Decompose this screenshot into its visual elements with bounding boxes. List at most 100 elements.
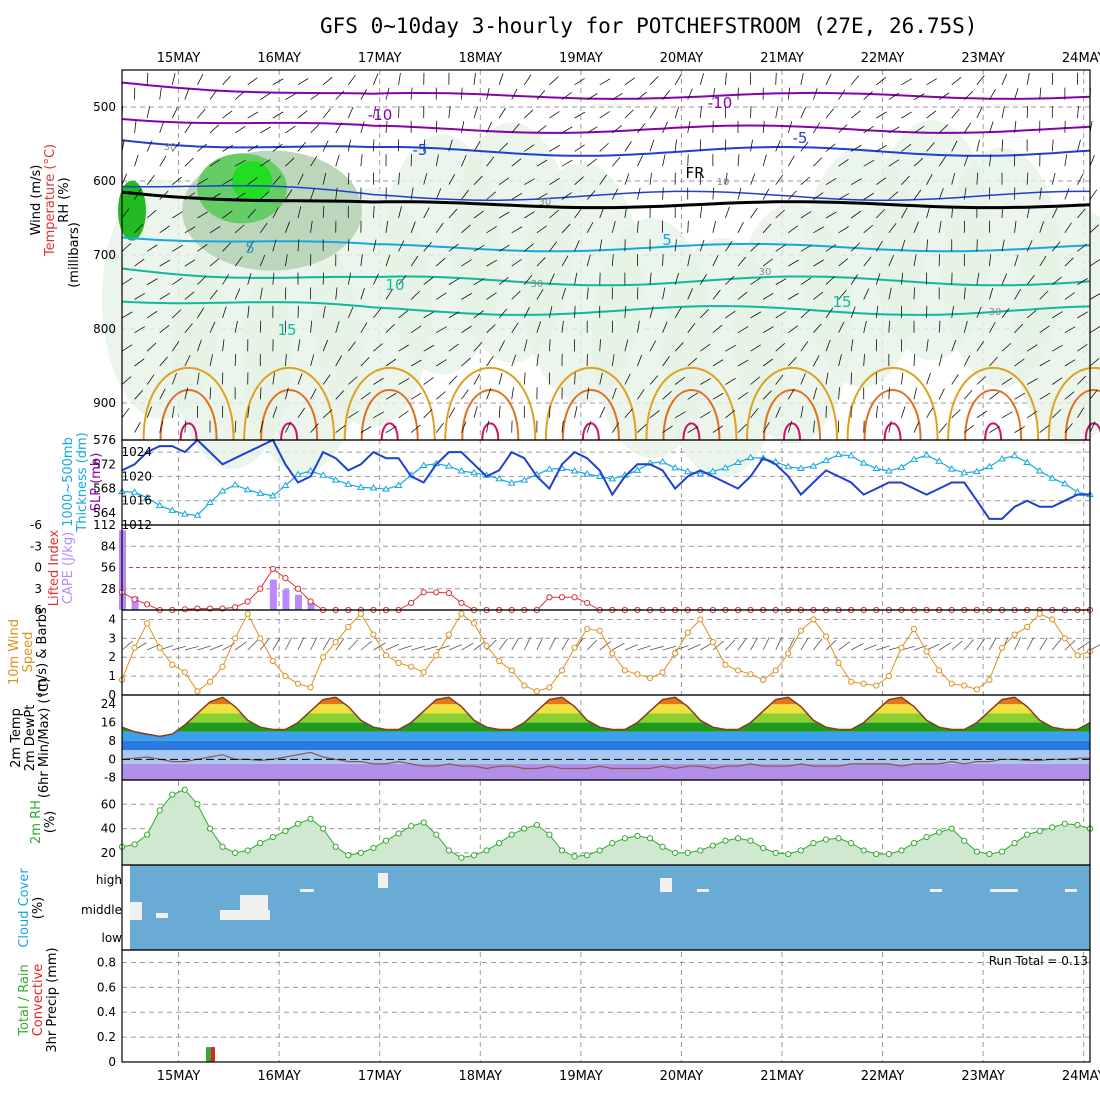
wind-barb	[536, 90, 546, 100]
wind10m-barb	[838, 641, 851, 651]
wind-barb	[737, 423, 747, 433]
pressure-tick: 700	[93, 248, 116, 262]
wind-barb	[1077, 208, 1086, 219]
contour-label: 15	[832, 293, 851, 311]
wind-barb	[335, 122, 343, 134]
wind-barb	[787, 420, 793, 433]
thickness-line-point	[545, 465, 554, 472]
wind-barb	[536, 321, 542, 333]
wind10m-line-point	[521, 682, 528, 689]
wind-barb	[398, 378, 410, 385]
cape-bar	[269, 579, 277, 610]
wind-barb	[498, 177, 510, 186]
wind-barb	[561, 320, 564, 333]
cape-tick: 28	[101, 582, 116, 596]
wind-barb	[938, 188, 944, 200]
temp-lobe-25	[863, 389, 922, 441]
wind-barb	[549, 177, 560, 186]
temp-lobe-20	[846, 367, 939, 441]
wind-barb	[850, 274, 858, 285]
thickness-line-point	[294, 470, 302, 478]
wind10m-line-point	[898, 644, 905, 651]
wind-barb	[486, 355, 494, 367]
wind-barb	[586, 190, 596, 200]
wind-barb	[197, 307, 205, 319]
wind10m-line-point	[232, 635, 239, 642]
temp2m-tick: 24	[101, 697, 116, 711]
wind10m-line-point	[684, 629, 691, 636]
rh2m-line-point	[194, 801, 201, 808]
rh2m-line-point	[973, 848, 980, 855]
cloud-level-tick: middle	[81, 903, 122, 917]
wind-barb	[926, 142, 935, 152]
wind-barb	[700, 343, 711, 352]
wind-barb	[624, 173, 630, 185]
wind10m-barb	[523, 637, 531, 651]
lifted-index-line-point	[408, 599, 415, 607]
wind-barb	[549, 241, 558, 252]
wind-barb	[1064, 257, 1074, 267]
wind-barb	[297, 239, 300, 252]
thickness-tick: 576	[93, 433, 116, 447]
wind10m-line-point	[307, 684, 314, 691]
wind10m-barb	[285, 637, 293, 651]
wind-barb	[410, 424, 421, 433]
wind-barb	[750, 376, 761, 385]
thickness-line-point	[495, 474, 504, 482]
wind-barb	[750, 277, 761, 285]
wind-barb	[737, 359, 749, 367]
thickness-line-point	[231, 480, 240, 488]
wind10m-barb	[599, 641, 612, 651]
pressure-panel-label: Thickness (dm)	[75, 432, 90, 532]
wind-barb	[423, 344, 435, 352]
wind-barb	[750, 344, 761, 352]
precip-tick: 0.6	[97, 980, 116, 994]
wind-barb	[121, 344, 133, 352]
wind-barb	[473, 106, 479, 119]
wind-barb	[297, 110, 308, 119]
thickness-line-point	[344, 480, 353, 487]
wind-barb	[360, 287, 365, 300]
wind-barb	[335, 425, 346, 433]
wind10m-line-point	[420, 669, 427, 676]
cloud-level-tick: low	[102, 931, 123, 945]
day-label-bottom: 17MAY	[358, 1069, 402, 1084]
temp2m-panel-label: 2m Temp	[9, 708, 24, 768]
wind10m-line-point	[609, 650, 616, 657]
wind-barb	[612, 92, 623, 100]
wind-barb	[762, 292, 774, 300]
wind-barb	[549, 273, 555, 285]
wind-barb	[662, 254, 664, 267]
wind-barb	[285, 157, 295, 167]
wind-barb	[222, 274, 230, 285]
wind-barb	[687, 254, 691, 267]
wind-barb	[134, 292, 146, 300]
wind-barb	[461, 421, 467, 433]
wind10m-tick: 2	[108, 650, 116, 664]
wind10m-line-point	[408, 663, 415, 670]
thickness-line-point	[256, 489, 265, 496]
wind10m-tick: 3	[108, 631, 116, 645]
temp-lobe-20	[947, 367, 1040, 441]
wind-barb	[586, 93, 598, 100]
wind-barb	[989, 391, 1000, 400]
wind-barb	[913, 353, 916, 367]
wind-barb	[611, 354, 615, 367]
rh2m-line-point	[734, 835, 742, 842]
wind10m-line-point	[131, 644, 138, 651]
li-tick: 6	[34, 603, 42, 617]
cloud-patch	[156, 913, 168, 918]
wind-barb	[134, 188, 142, 200]
wind-barb	[712, 221, 716, 233]
wind-barb	[159, 190, 169, 200]
wind-barb	[649, 272, 652, 285]
wind-barb	[347, 306, 354, 319]
contour-label: 30	[164, 142, 177, 153]
wind-barb	[524, 109, 534, 119]
wind10m-line-point	[483, 642, 490, 649]
wind-barb	[272, 207, 279, 219]
wind10m-line-point	[722, 661, 729, 668]
wind10m-line-point	[634, 671, 641, 678]
wind-barb	[448, 375, 458, 385]
